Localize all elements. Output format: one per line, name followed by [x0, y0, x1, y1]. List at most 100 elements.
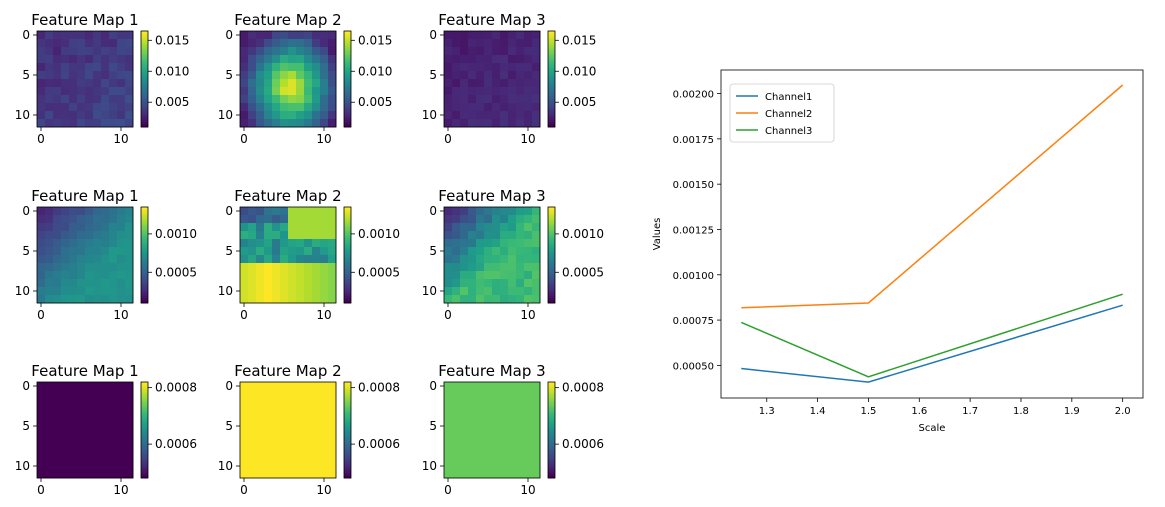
colorbar-step [344, 391, 351, 395]
heatmap-cell [85, 382, 94, 391]
heatmap-cell [45, 422, 54, 431]
heatmap-cell [109, 111, 118, 120]
colorbar-step [141, 430, 148, 433]
heatmap-cell [117, 263, 126, 272]
heatmap-cell [85, 406, 94, 415]
heatmap-cell [476, 215, 485, 224]
colorbar-step [548, 252, 555, 256]
heatmap-cell [460, 382, 469, 391]
colorbar-step [141, 456, 148, 460]
heatmap-cell [69, 470, 78, 479]
heatmap-cell [125, 47, 134, 56]
heatmap-cell [248, 223, 257, 232]
heatmap-cell [117, 398, 126, 407]
heatmap-cell [468, 231, 477, 240]
heatmap-cell [256, 406, 265, 415]
heatmap-cell [288, 111, 297, 120]
colorbar-step [344, 100, 351, 104]
heatmap-cell [532, 446, 541, 455]
heatmap-cell [328, 247, 337, 256]
heatmap-cell [45, 398, 54, 407]
heatmap-cell [476, 454, 485, 463]
heatmap-cell [328, 446, 337, 455]
heatmap-cell [468, 63, 477, 72]
heatmap-cell [328, 55, 337, 64]
colorbar-step [141, 262, 148, 266]
heatmap-cell [304, 95, 313, 104]
heatmap-cell [508, 406, 517, 415]
heatmap-cell [444, 247, 453, 256]
heatmap-cell [320, 31, 329, 40]
heatmap-cell [85, 55, 94, 64]
heatmap-cell [280, 207, 289, 216]
heatmap-cell [500, 239, 509, 248]
colorbar-step [141, 267, 148, 270]
colorbar-step [548, 408, 555, 412]
heatmap-cell [101, 263, 110, 272]
heatmap-cell [77, 39, 86, 48]
heatmap-cell [117, 207, 126, 216]
heatmap-cell [444, 414, 453, 423]
heatmap-cell [117, 79, 126, 88]
heatmap-cell [61, 382, 70, 391]
colorbar-step [344, 279, 351, 282]
heatmap-cell [444, 287, 453, 296]
heatmap-cell [248, 47, 257, 56]
colorbar-step [548, 461, 555, 465]
heatmap-cell [256, 462, 265, 471]
heatmap-cell [280, 215, 289, 224]
colorbar-step [141, 122, 148, 126]
colorbar-step [344, 418, 351, 421]
heatmap-cell [452, 55, 461, 64]
heatmap-cell [85, 47, 94, 56]
heatmap-cell [69, 422, 78, 431]
heatmap-cell [256, 382, 265, 391]
heatmap-cell [312, 103, 321, 112]
colorbar-step [548, 119, 555, 123]
colorbar-frame [547, 206, 556, 304]
colorbar-step [548, 422, 555, 426]
heatmap-cell [508, 430, 517, 439]
heatmap-cell [280, 287, 289, 296]
heatmap-cell [296, 255, 305, 264]
heatmap-cell [500, 398, 509, 407]
heatmap-cell [61, 207, 70, 216]
heatmap-cell [304, 462, 313, 471]
heatmap-cell [288, 247, 297, 256]
heatmap-cell [77, 406, 86, 415]
heatmap-cell [77, 95, 86, 104]
heatmap-cell [320, 111, 329, 120]
colorbar-step [141, 461, 148, 465]
heatmap-cell [304, 79, 313, 88]
heatmap-cell [240, 470, 249, 479]
colorbar-step [141, 223, 148, 227]
colorbar-step [141, 216, 148, 220]
heatmap-cell [328, 231, 337, 240]
heatmap-cell [240, 255, 249, 264]
heatmap-cell [109, 271, 118, 280]
heatmap-cell [460, 55, 469, 64]
colorbar-step [344, 115, 351, 118]
heatmap-cell [272, 287, 281, 296]
heatmap-cell [69, 215, 78, 224]
heatmap-cell [524, 287, 533, 296]
heatmap-cell [524, 103, 533, 112]
heatmap-cell [85, 430, 94, 439]
colorbar-step [548, 432, 555, 436]
heatmap-cell [444, 470, 453, 479]
y-axis-label: Values [652, 218, 663, 251]
colorbar-step [141, 384, 148, 388]
colorbar-step [141, 283, 148, 287]
colorbar-step [344, 386, 351, 390]
heatmap-cell [516, 55, 525, 64]
colorbar-step [344, 43, 351, 46]
heatmap-cell [296, 39, 305, 48]
heatmap-cell [476, 119, 485, 128]
colorbar-step [548, 410, 555, 414]
heatmap-cell [508, 422, 517, 431]
heatmap-cell [288, 446, 297, 455]
heatmap-cell [61, 287, 70, 296]
heatmap-cell [256, 31, 265, 40]
colorbar-step [344, 466, 351, 469]
